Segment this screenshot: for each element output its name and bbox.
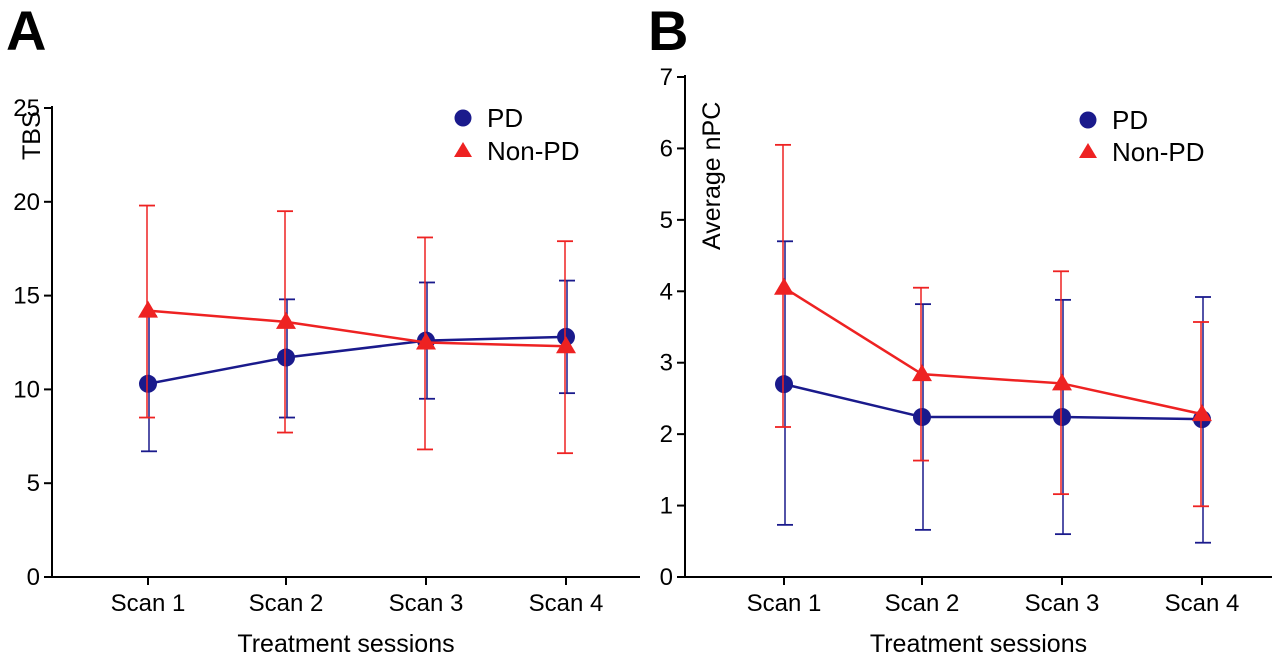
series-pd — [775, 240, 1211, 544]
y-tick-label: 25 — [13, 95, 40, 122]
chart-panel-b: 0 1 2 3 4 5 6 7 Scan 1 Scan 2 Scan 3 Scan 4 Treatmen… — [660, 64, 1272, 658]
legend-label: PD — [487, 103, 523, 133]
legend-marker-circle — [454, 109, 472, 127]
panel-a-label: A — [6, 0, 46, 62]
x-tick-label: Scan 3 — [1025, 590, 1100, 617]
y-tick-label: 0 — [660, 564, 673, 591]
y-tick-label: 5 — [27, 470, 40, 497]
x-tick-label: Scan 1 — [111, 590, 186, 617]
y-tick-label: 6 — [660, 135, 673, 162]
x-axis-title: Treatment sessions — [870, 630, 1087, 658]
x-tick-label: Scan 1 — [747, 590, 822, 617]
y-tick-label: 15 — [13, 283, 40, 310]
x-tick-label: Scan 3 — [389, 590, 464, 617]
data-point — [416, 332, 436, 350]
y-tick-label: 4 — [660, 278, 673, 305]
y-tick-label: 5 — [660, 207, 673, 234]
x-axis-title: Treatment sessions — [237, 630, 454, 658]
data-point — [556, 336, 576, 354]
series-line — [147, 309, 567, 348]
x-tick-label: Scan 4 — [529, 590, 604, 617]
data-point — [775, 375, 793, 394]
y-axis-title: TBS — [18, 111, 46, 160]
x-tick-label: Scan 4 — [1165, 590, 1240, 617]
y-tick-label: 2 — [660, 421, 673, 448]
y-tick-label: 20 — [13, 189, 40, 216]
legend-label: Non-PD — [487, 136, 579, 166]
y-tick-label: 1 — [660, 493, 673, 520]
x-tick-label: Scan 2 — [249, 590, 324, 617]
data-point — [913, 408, 931, 426]
y-axis-title: Average nPC — [698, 102, 726, 250]
data-point — [774, 277, 794, 295]
legend-marker-triangle — [454, 142, 472, 157]
y-tick-label: 10 — [13, 376, 40, 403]
legend-label: Non-PD — [1112, 137, 1204, 167]
y-tick-label: 0 — [27, 564, 40, 591]
series-line — [783, 382, 1203, 421]
legend-marker-circle — [1079, 111, 1097, 129]
series-line — [783, 286, 1203, 416]
panel-b-label: B — [648, 0, 688, 62]
x-tick-label: Scan 2 — [885, 590, 960, 617]
series-non-pd — [774, 143, 1212, 508]
data-point — [1192, 404, 1212, 422]
data-point — [277, 348, 295, 367]
chart-panel-a: 0 5 10 15 20 25 Scan 1 Scan 2 Scan 3 Scan 4 Treatm… — [13, 95, 640, 658]
data-point — [276, 311, 296, 329]
data-point — [1053, 408, 1071, 426]
data-point — [139, 374, 157, 393]
series-line — [147, 335, 567, 385]
y-tick-label: 7 — [660, 64, 673, 91]
legend-label: PD — [1112, 105, 1148, 135]
data-point — [1052, 373, 1072, 391]
y-tick-label: 3 — [660, 350, 673, 377]
series-non-pd — [138, 204, 576, 455]
legend-marker-triangle — [1079, 143, 1097, 158]
data-point — [912, 364, 932, 382]
series-pd — [139, 279, 575, 453]
data-point — [138, 300, 158, 318]
